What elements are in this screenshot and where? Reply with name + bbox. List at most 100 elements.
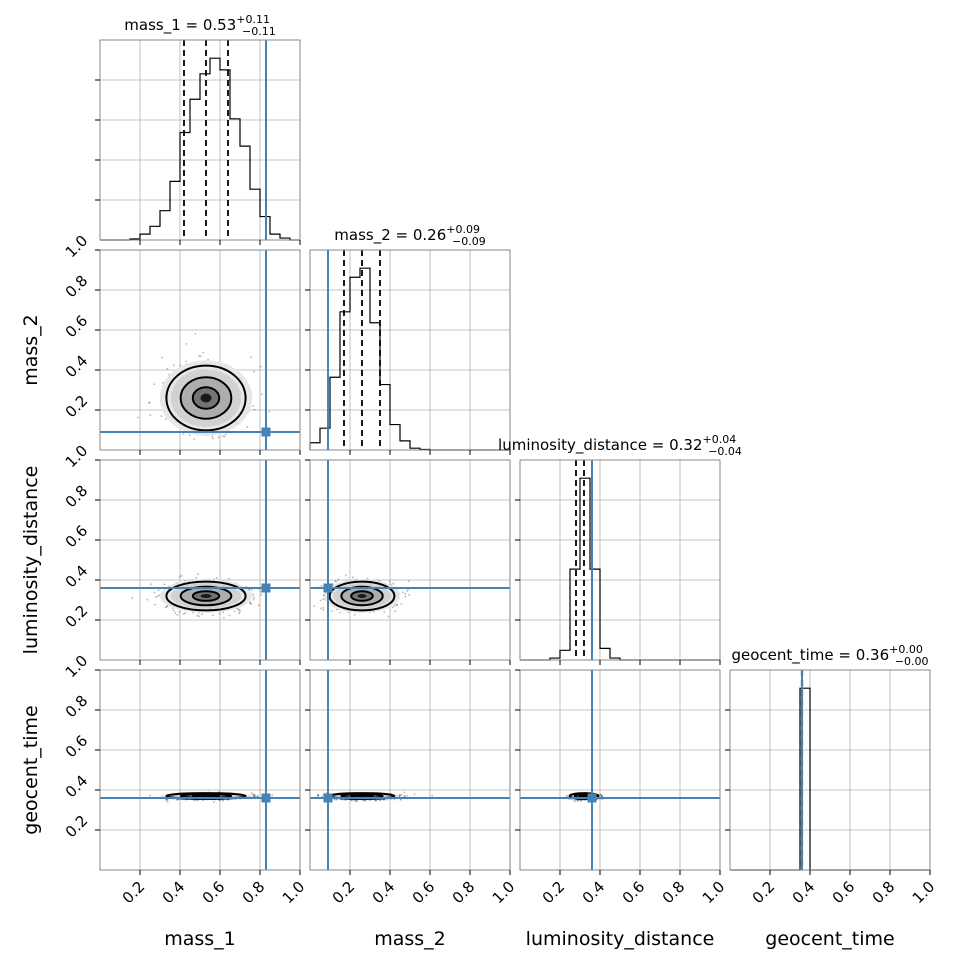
y-tick-label: 0.4 bbox=[62, 772, 92, 802]
contour-line bbox=[165, 580, 247, 612]
scatter-point bbox=[257, 604, 260, 607]
x-tick-label: 0.8 bbox=[869, 878, 899, 908]
scatter-point bbox=[404, 595, 407, 598]
scatter-point bbox=[255, 795, 257, 798]
scatter-point bbox=[576, 799, 579, 802]
scatter-point bbox=[175, 582, 178, 584]
scatter-point bbox=[239, 610, 241, 613]
contour-line bbox=[350, 590, 374, 602]
title-value: luminosity_distance = 0.32 bbox=[498, 436, 702, 455]
scatter-point bbox=[403, 791, 406, 794]
scatter-point bbox=[599, 793, 601, 796]
scatter-point bbox=[353, 799, 356, 802]
scatter-point bbox=[363, 799, 366, 802]
contour-line bbox=[191, 590, 221, 602]
scatter-point bbox=[600, 794, 602, 797]
scatter-point bbox=[355, 800, 357, 803]
scatter-point bbox=[350, 799, 353, 801]
truth-marker bbox=[261, 427, 271, 437]
y-tick-label: 0.8 bbox=[62, 272, 92, 302]
scatter-point bbox=[245, 586, 248, 588]
y-tick-label: 0.6 bbox=[62, 522, 92, 552]
histogram-panel-luminosity_distance: luminosity_distance = 0.32+0.04 −0.04 bbox=[498, 433, 742, 665]
scatter-point bbox=[251, 589, 253, 591]
scatter-point bbox=[407, 588, 409, 591]
density-cell bbox=[200, 393, 212, 403]
scatter-point bbox=[383, 611, 386, 613]
scatter-point bbox=[577, 798, 579, 801]
scatter-point bbox=[224, 433, 227, 436]
scatter-point bbox=[219, 799, 221, 801]
scatter-point bbox=[383, 798, 386, 801]
scatter-point bbox=[197, 799, 199, 802]
scatter-point bbox=[601, 795, 604, 797]
axes-frame bbox=[99, 39, 301, 241]
title-lower-error: −0.09 bbox=[452, 235, 486, 248]
scatter-point bbox=[199, 355, 202, 358]
scatter-point bbox=[227, 578, 230, 580]
scatter-point bbox=[356, 799, 358, 802]
scatter-point bbox=[223, 616, 225, 619]
scatter-point bbox=[197, 615, 200, 618]
scatter-point bbox=[253, 796, 256, 798]
scatter-point bbox=[211, 435, 214, 438]
y-tick-label: 1.0 bbox=[62, 652, 92, 682]
title-lower-error: −0.00 bbox=[895, 655, 929, 668]
scatter-point bbox=[182, 433, 185, 435]
density-cell bbox=[200, 594, 212, 598]
scatter-point bbox=[394, 610, 397, 613]
scatter-point bbox=[166, 799, 168, 801]
x-tick-label: 0.8 bbox=[239, 878, 269, 908]
scatter-point bbox=[366, 577, 369, 580]
scatter-point bbox=[164, 799, 167, 801]
x-tick-label: 1.0 bbox=[699, 878, 729, 908]
scatter-point bbox=[570, 798, 573, 800]
scatter-point bbox=[319, 599, 322, 602]
scatter-point bbox=[579, 800, 582, 802]
scatter-point bbox=[382, 798, 384, 801]
y-tick-label: 1.0 bbox=[62, 232, 92, 262]
scatter-point bbox=[322, 609, 324, 611]
scatter-point bbox=[341, 798, 344, 801]
scatter-point bbox=[216, 577, 218, 579]
density-histogram bbox=[159, 579, 253, 613]
scatter-point bbox=[160, 415, 163, 417]
scatter-point bbox=[185, 360, 188, 363]
title-upper-error: +0.09 bbox=[446, 223, 480, 236]
scatter-point bbox=[131, 597, 134, 599]
panel-mass_1-vs-luminosity_distance bbox=[95, 459, 301, 665]
scatter-point bbox=[148, 401, 151, 404]
y-axis-label-mass_2: mass_2 bbox=[20, 314, 42, 386]
scatter-point bbox=[317, 794, 319, 796]
scatter-point bbox=[260, 393, 263, 396]
y-tick-label: 0.2 bbox=[62, 812, 92, 842]
scatter-point bbox=[333, 798, 336, 801]
x-tick-label: 1.0 bbox=[279, 878, 309, 908]
y-tick-label: 0.6 bbox=[62, 732, 92, 762]
histogram-step-geocent_time bbox=[730, 687, 930, 871]
axes-frame bbox=[309, 249, 511, 451]
scatter-point bbox=[337, 578, 340, 581]
contour-line bbox=[328, 580, 396, 612]
scatter-point bbox=[218, 799, 221, 802]
scatter-point bbox=[176, 613, 179, 616]
x-tick-label: 0.4 bbox=[369, 878, 399, 908]
scatter-point bbox=[335, 798, 338, 801]
scatter-point bbox=[222, 611, 225, 614]
scatter-point bbox=[404, 795, 406, 797]
scatter-point bbox=[378, 799, 381, 801]
scatter-point bbox=[573, 800, 575, 802]
x-tick-label: 0.8 bbox=[449, 878, 479, 908]
scatter-point bbox=[317, 794, 320, 796]
scatter-point bbox=[260, 593, 263, 596]
truth-marker bbox=[323, 793, 333, 803]
scatter-point bbox=[402, 591, 404, 594]
scatter-point bbox=[344, 574, 347, 576]
scatter-point bbox=[396, 588, 398, 590]
scatter-point bbox=[322, 598, 324, 600]
scatter-point bbox=[146, 598, 149, 601]
y-axis-label-geocent_time: geocent_time bbox=[20, 705, 42, 834]
scatter-point bbox=[249, 601, 251, 604]
scatter-point bbox=[369, 799, 371, 801]
